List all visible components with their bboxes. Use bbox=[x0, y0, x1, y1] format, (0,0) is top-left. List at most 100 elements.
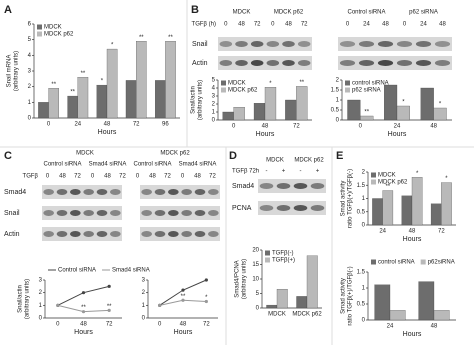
row-label: Snail bbox=[192, 41, 208, 48]
blot-band bbox=[282, 60, 295, 66]
lane-label: 0 bbox=[403, 22, 407, 28]
legend-swatch bbox=[345, 87, 350, 93]
treatment-label: TGFβ (h) bbox=[192, 22, 216, 28]
legend-label: MDCK p62 bbox=[228, 88, 258, 94]
blot-strip bbox=[258, 179, 326, 193]
y-axis-label: Smad activity bbox=[341, 181, 347, 217]
panel-label: A bbox=[4, 4, 12, 16]
y-tick-label: 1 bbox=[39, 303, 43, 309]
y-tick-label: 3 bbox=[28, 69, 32, 75]
significance-mark: * bbox=[205, 295, 208, 301]
blot-band bbox=[434, 41, 451, 47]
blot-band bbox=[339, 41, 356, 47]
blot-band bbox=[96, 189, 108, 195]
blot-band bbox=[250, 60, 264, 66]
legend-swatch bbox=[37, 24, 42, 30]
y-tick-label: 1 bbox=[362, 286, 366, 292]
legend-label: control siRNA bbox=[352, 81, 389, 87]
y-tick-label: 0 bbox=[362, 318, 366, 324]
bar bbox=[233, 107, 245, 121]
blot-band bbox=[83, 231, 94, 237]
bar bbox=[382, 190, 394, 226]
blot-band bbox=[208, 231, 219, 237]
blot-band bbox=[56, 189, 68, 195]
blot-strip bbox=[218, 56, 312, 70]
blot-band bbox=[266, 60, 280, 66]
y-tick-label: 4 bbox=[212, 86, 216, 92]
blot-band bbox=[208, 210, 219, 216]
panel-label: D bbox=[229, 150, 237, 162]
lane-label: 48 bbox=[149, 174, 156, 180]
blot-band bbox=[358, 60, 375, 66]
significance-mark: * bbox=[269, 81, 272, 87]
blot-band bbox=[276, 183, 291, 189]
legend-label: MDCK bbox=[228, 81, 246, 87]
bar bbox=[306, 255, 318, 309]
line-marker bbox=[181, 298, 185, 302]
x-tick-label: 48 bbox=[262, 124, 269, 130]
blot-strip bbox=[140, 185, 220, 199]
significance-mark: * bbox=[402, 100, 405, 106]
legend-label: MDCK p62 bbox=[378, 180, 408, 186]
bar bbox=[296, 86, 308, 121]
bar bbox=[433, 107, 447, 121]
lane-label: 72 bbox=[119, 174, 126, 180]
significance-mark: ** bbox=[168, 35, 173, 41]
x-tick-label: 24 bbox=[387, 324, 394, 330]
lane-label: - bbox=[266, 169, 268, 175]
lane-label: + bbox=[316, 169, 320, 175]
blot-band bbox=[276, 205, 291, 211]
bar bbox=[136, 41, 147, 119]
y-tick-label: 4 bbox=[28, 53, 32, 59]
y-axis-label: (arbitrary units) bbox=[242, 259, 248, 299]
lane-label: MDCK bbox=[233, 10, 251, 16]
row-label: Actin bbox=[4, 231, 20, 238]
y-tick-label: 1 bbox=[212, 110, 216, 116]
legend-swatch bbox=[371, 179, 376, 185]
blot-band bbox=[266, 41, 280, 47]
y-axis-label: ratio TGFβ(+)/TGFβ(-) bbox=[348, 266, 354, 325]
legend-swatch bbox=[221, 87, 226, 93]
line-marker bbox=[204, 278, 208, 282]
bar bbox=[165, 41, 176, 119]
lane-label: 72 bbox=[254, 22, 261, 28]
lane-label: Smad4 siRNA bbox=[89, 162, 127, 168]
bar bbox=[48, 88, 59, 119]
legend-swatch bbox=[37, 31, 42, 37]
bar bbox=[360, 115, 374, 121]
y-axis-label: (arbitrary units) bbox=[14, 51, 20, 91]
significance-mark: ** bbox=[70, 90, 75, 96]
significance-mark: ** bbox=[181, 294, 186, 300]
blot-band bbox=[43, 231, 55, 237]
blot-band bbox=[154, 189, 166, 195]
blot-band bbox=[194, 231, 206, 237]
line-marker bbox=[81, 291, 86, 295]
y-tick-label: 1 bbox=[28, 100, 32, 106]
lane-label: 48 bbox=[238, 22, 245, 28]
blot-band bbox=[358, 41, 375, 47]
blot-band bbox=[141, 189, 153, 195]
bar bbox=[418, 281, 435, 321]
y-tick-label: 5 bbox=[212, 78, 216, 84]
blot-band bbox=[168, 231, 179, 237]
row-label: Actin bbox=[192, 60, 208, 67]
lane-label: 48 bbox=[382, 22, 389, 28]
blot-band bbox=[110, 210, 121, 216]
blot-band bbox=[377, 41, 394, 47]
bar bbox=[125, 80, 137, 119]
legend-label: p62siRNA bbox=[428, 260, 455, 266]
blot-band bbox=[70, 189, 81, 195]
blot-band bbox=[396, 60, 413, 66]
x-tick-label: 0 bbox=[158, 322, 162, 328]
blot-band bbox=[434, 60, 451, 66]
y-axis-label: Smad4/PCNA bbox=[235, 260, 241, 297]
y-tick-label: 3 bbox=[142, 278, 146, 284]
y-tick-label: 0.5 bbox=[357, 302, 366, 308]
bar bbox=[430, 203, 442, 226]
blot-band bbox=[219, 60, 233, 66]
bar bbox=[374, 284, 391, 321]
blot-band bbox=[235, 60, 248, 66]
bar bbox=[38, 102, 49, 119]
line-marker bbox=[158, 303, 162, 307]
